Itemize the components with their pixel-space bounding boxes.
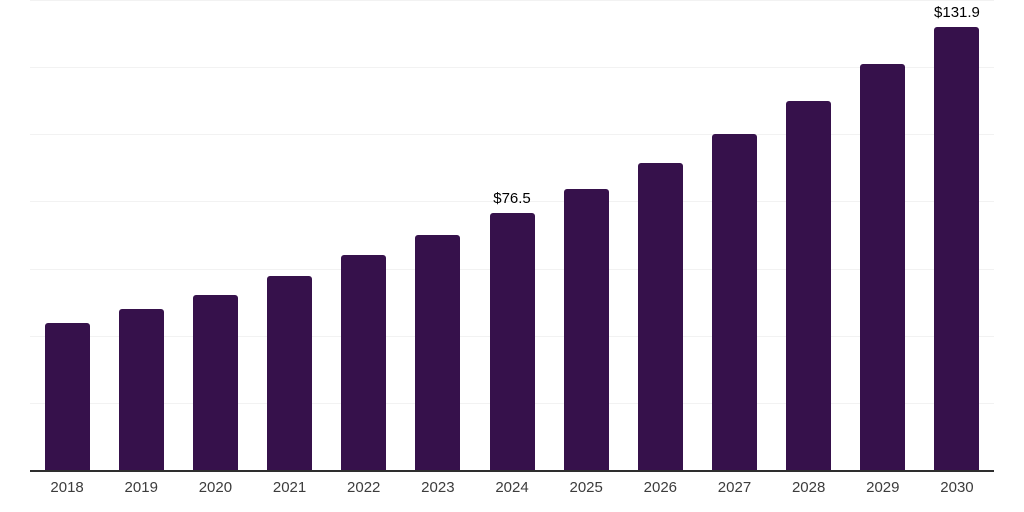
gridline — [30, 201, 994, 203]
bar-2024 — [489, 213, 535, 470]
bar-slot — [178, 0, 252, 470]
bar-2018 — [44, 322, 90, 470]
x-axis-label: 2022 — [347, 479, 381, 496]
bar-2028 — [786, 100, 832, 470]
gridline — [30, 0, 994, 1]
bar-slot — [104, 0, 178, 470]
bar-slot: $131.9 — [920, 0, 994, 470]
bar-slot: $76.5 — [475, 0, 549, 470]
bar-slot — [623, 0, 697, 470]
bar-2025 — [563, 189, 609, 470]
bar-slot — [252, 0, 326, 470]
bar-2026 — [637, 162, 683, 470]
bar-slot — [30, 0, 104, 470]
bars-container: $76.5 $131.9 — [30, 0, 994, 470]
x-axis-label: 2028 — [791, 479, 826, 496]
bar-slot — [401, 0, 475, 470]
x-axis-label: 2026 — [643, 479, 678, 496]
bar-slot — [697, 0, 771, 470]
bar-2030 — [934, 27, 980, 470]
bar-2022 — [341, 254, 387, 470]
x-axis-line — [30, 470, 994, 472]
x-axis-label: 2025 — [569, 479, 603, 496]
bar-2029 — [860, 64, 906, 470]
bar-slot — [327, 0, 401, 470]
bar-2021 — [267, 275, 313, 470]
bar-2020 — [192, 294, 238, 470]
x-axis-labels: 2018 2019 2020 2021 2022 2023 2024 2025 2026 2027… — [30, 479, 994, 497]
bar-slot — [846, 0, 920, 470]
x-axis-label: 2029 — [866, 479, 900, 496]
bar-slot — [772, 0, 846, 470]
x-axis-label: 2027 — [717, 479, 752, 496]
x-axis-label: 2024 — [495, 479, 529, 496]
x-axis-label: 2023 — [421, 479, 455, 496]
x-axis-label: 2019 — [124, 479, 158, 496]
bar-value-label: $131.9 — [934, 4, 980, 22]
bar-2023 — [415, 235, 461, 470]
x-axis-label: 2021 — [272, 479, 307, 496]
gridline — [30, 134, 994, 136]
bar-slot — [549, 0, 623, 470]
bar-value-label: $76.5 — [493, 190, 531, 208]
gridline — [30, 67, 994, 69]
bar-2027 — [711, 133, 757, 470]
plot-area: $76.5 $131.9 — [30, 0, 994, 472]
x-axis-label: 2018 — [50, 479, 84, 496]
x-axis-label: 2020 — [198, 479, 233, 496]
x-axis-label: 2030 — [940, 479, 974, 496]
bar-2019 — [118, 308, 164, 470]
